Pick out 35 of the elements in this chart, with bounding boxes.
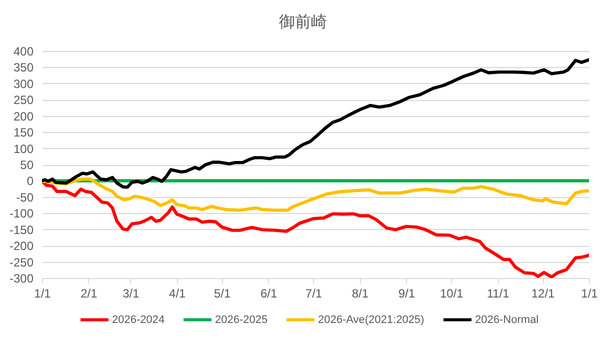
- x-tick-label: 12/1: [531, 286, 556, 300]
- x-tick-label: 11/1: [486, 286, 510, 300]
- line-series: [42, 177, 589, 212]
- x-tick-label: 3/1: [122, 286, 140, 300]
- y-tick-label: -50: [16, 190, 34, 204]
- chart-title: 御前崎: [279, 13, 328, 31]
- y-tick-label: 50: [20, 158, 34, 172]
- y-tick-label: 300: [13, 76, 34, 91]
- x-tick-label: 6/1: [260, 286, 278, 300]
- line-series: [42, 58, 589, 189]
- x-tick-label: 10/1: [440, 286, 464, 300]
- legend-label: 2026-Normal: [475, 314, 539, 326]
- x-tick-label: 2/1: [80, 286, 98, 300]
- x-tick-label: 9/1: [398, 286, 416, 300]
- legend-label: 2026-Ave(2021:2025): [318, 314, 424, 326]
- x-tick-label: 5/1: [214, 286, 231, 300]
- x-tick-label: 1/1: [581, 286, 598, 300]
- y-tick-label: 150: [13, 126, 34, 140]
- y-tick-label: 400: [13, 44, 34, 58]
- legend-label: 2026-2025: [215, 314, 268, 326]
- y-tick-label: 350: [13, 60, 34, 75]
- y-tick-label: -150: [9, 222, 34, 237]
- y-tick-label: 0: [26, 174, 34, 188]
- x-tick-label: 1/1: [34, 286, 52, 300]
- y-tick-label: -300: [9, 272, 34, 286]
- y-tick-label: -250: [9, 255, 34, 270]
- legend-label: 2026-2024: [112, 314, 165, 326]
- y-tick-label: -100: [9, 206, 34, 221]
- y-tick-label: 200: [13, 109, 34, 124]
- y-tick-label: 100: [13, 142, 34, 156]
- y-tick-label: -200: [9, 239, 34, 254]
- x-tick-label: 8/1: [352, 286, 369, 300]
- x-tick-label: 4/1: [169, 286, 186, 300]
- x-tick-label: 7/1: [305, 286, 322, 300]
- y-tick-label: 250: [13, 93, 34, 108]
